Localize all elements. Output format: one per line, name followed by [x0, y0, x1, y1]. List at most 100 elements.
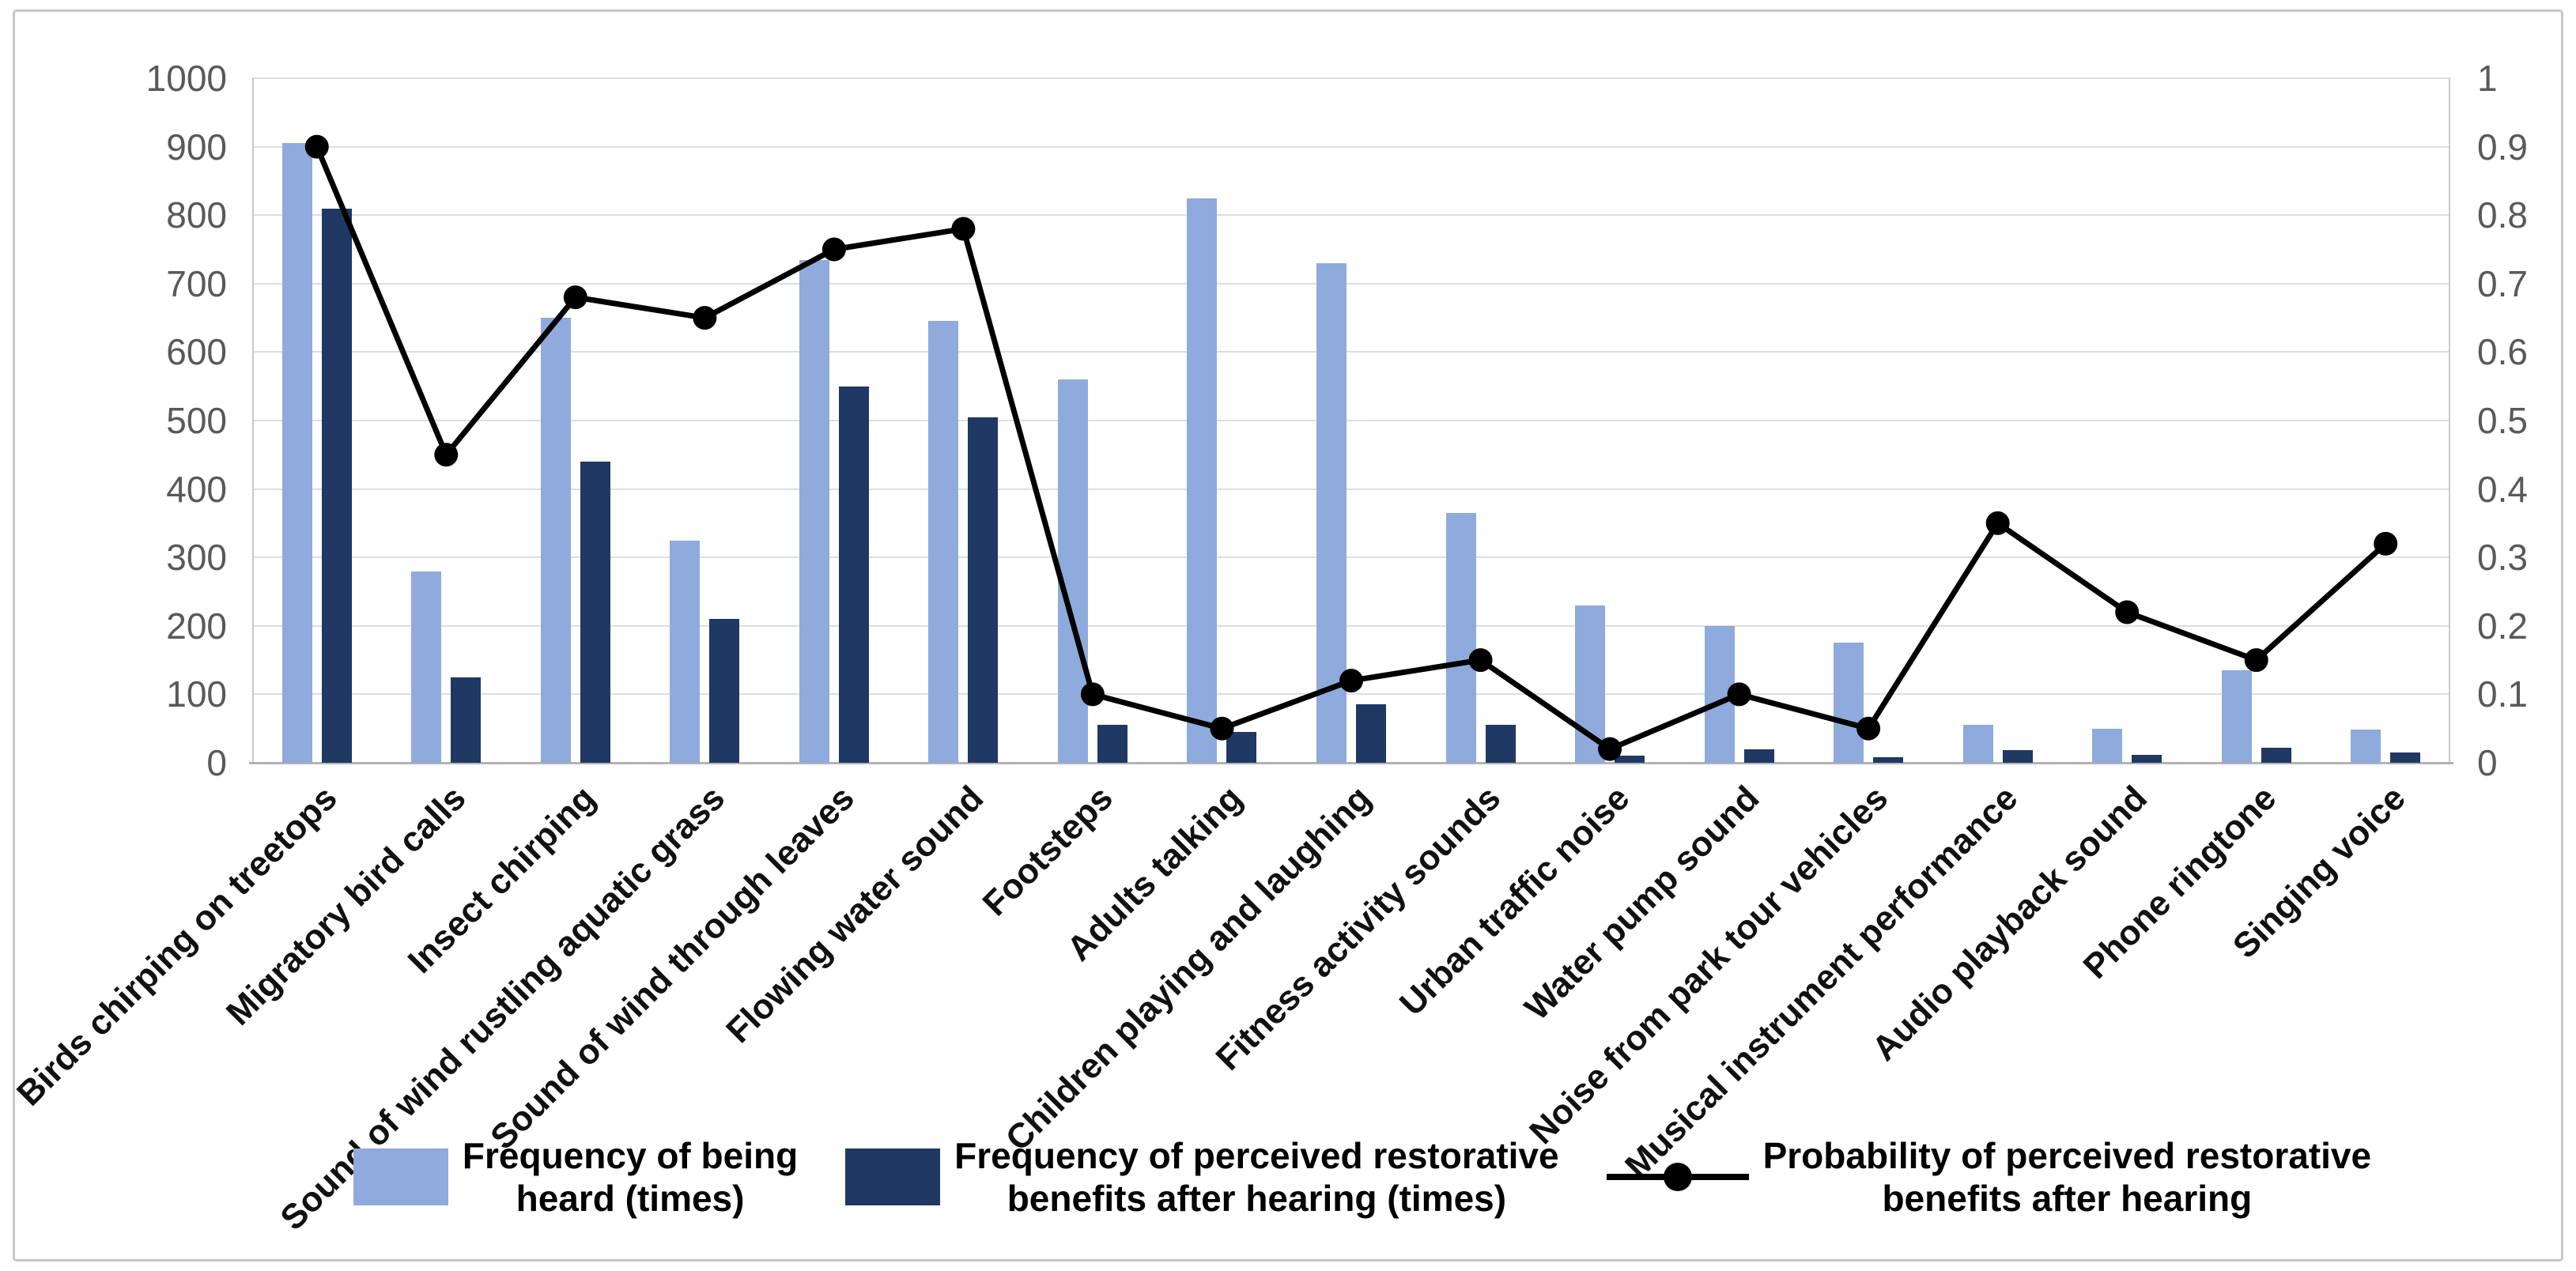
right-axis-tick: 0 — [2477, 742, 2498, 783]
gridline — [252, 77, 2450, 79]
left-axis-tick: 100 — [166, 673, 227, 715]
probability-line — [314, 145, 2388, 752]
bar-frequency-heard — [2221, 670, 2252, 763]
gridline — [252, 214, 2450, 217]
bar-frequency-heard — [928, 321, 959, 763]
bar-frequency-heard — [540, 318, 571, 763]
right-axis-tick: 0.8 — [2477, 194, 2528, 236]
legend-label: Frequency of being heard (times) — [462, 1135, 799, 1220]
legend-label: Frequency of perceived restorative benef… — [954, 1135, 1559, 1220]
gridline — [252, 351, 2450, 353]
bar-frequency-benefits — [838, 386, 869, 763]
left-axis-line — [252, 78, 254, 763]
bar-frequency-heard — [1962, 725, 1993, 763]
bar-frequency-heard — [2351, 730, 2381, 763]
legend: Frequency of being heard (times) Frequen… — [15, 1134, 2576, 1220]
left-axis-tick: 400 — [166, 468, 227, 510]
bar-frequency-benefits — [1097, 725, 1127, 763]
probability-line-layer — [304, 134, 2398, 761]
category-label: Water pump sound — [1517, 779, 1767, 1028]
bar-frequency-heard — [281, 143, 312, 763]
probability-marker — [951, 217, 976, 241]
probability-marker — [822, 237, 846, 262]
bar-frequency-benefits — [709, 619, 740, 763]
right-axis-tick: 0.1 — [2477, 673, 2528, 715]
left-axis-tick: 600 — [166, 331, 227, 373]
bar-frequency-heard — [670, 540, 701, 763]
gridline — [252, 693, 2450, 696]
probability-marker — [1080, 682, 1105, 707]
right-axis-tick: 1 — [2477, 58, 2498, 99]
left-axis-tick: 0 — [206, 742, 227, 783]
bar-frequency-heard — [411, 571, 442, 763]
probability-marker — [2374, 531, 2398, 556]
legend-item-frequency-benefits: Frequency of perceived restorative benef… — [845, 1134, 1559, 1220]
gridline — [252, 556, 2450, 559]
bar-frequency-benefits — [1485, 725, 1516, 763]
legend-line-marker-icon — [1606, 1161, 1749, 1193]
bar-frequency-benefits — [580, 461, 610, 763]
bar-frequency-benefits — [2261, 747, 2291, 763]
left-axis-tick: 300 — [166, 537, 227, 579]
bar-frequency-benefits — [2002, 750, 2033, 763]
probability-marker — [1598, 737, 1622, 761]
bar-frequency-benefits — [2132, 754, 2162, 763]
right-axis-tick: 0.7 — [2477, 262, 2528, 304]
category-label: Migratory bird calls — [219, 779, 474, 1033]
legend-item-frequency-heard: Frequency of being heard (times) — [353, 1134, 798, 1220]
bar-frequency-benefits — [2390, 752, 2421, 763]
bar-frequency-benefits — [451, 677, 482, 763]
probability-marker — [1856, 716, 1881, 741]
chart-figure: 0 100 200 300 400 500 600 700 800 900 1000 0 0.1 0.2… — [9, 9, 2563, 1262]
bar-frequency-benefits — [1226, 732, 1257, 763]
probability-marker — [2115, 600, 2140, 624]
category-label: Flowing water sound — [719, 779, 991, 1051]
bar-frequency-heard — [2092, 728, 2123, 763]
gridline — [252, 282, 2450, 285]
left-axis-tick: 200 — [166, 605, 227, 647]
bar-frequency-heard — [799, 259, 829, 763]
legend-label: Probability of perceived restorative ben… — [1762, 1135, 2372, 1220]
gridline — [252, 488, 2450, 490]
bar-frequency-heard — [1834, 643, 1864, 763]
probability-marker — [693, 306, 717, 330]
probability-marker — [1210, 716, 1234, 741]
legend-swatch-light-blue — [353, 1148, 448, 1206]
probability-marker — [434, 443, 459, 467]
probability-marker — [1339, 669, 1363, 693]
gridline — [252, 145, 2450, 148]
bar-frequency-benefits — [1356, 704, 1386, 763]
bar-frequency-benefits — [1873, 757, 1904, 763]
probability-marker — [563, 285, 587, 310]
gridline — [252, 420, 2450, 421]
bar-frequency-benefits — [321, 208, 352, 763]
right-axis-tick: 0.3 — [2477, 537, 2528, 579]
right-axis-tick: 0.9 — [2477, 126, 2528, 168]
bar-frequency-heard — [1445, 512, 1476, 763]
left-axis-tick: 1000 — [145, 58, 227, 99]
legend-item-probability: Probability of perceived restorative ben… — [1606, 1134, 2372, 1220]
left-axis-tick: 700 — [166, 262, 227, 304]
probability-marker — [304, 134, 329, 159]
right-axis-tick: 0.5 — [2477, 400, 2528, 441]
probability-marker — [1727, 682, 1751, 707]
probability-marker — [2244, 648, 2268, 673]
left-axis-tick: 800 — [166, 194, 227, 236]
probability-marker — [1468, 648, 1493, 673]
right-axis-line — [2449, 78, 2450, 763]
plot-area — [249, 77, 2453, 764]
probability-marker — [1985, 511, 2010, 535]
left-axis-tick: 900 — [166, 126, 227, 168]
gridline — [252, 624, 2450, 627]
category-label: Urban traffic noise — [1392, 779, 1637, 1024]
left-axis-tick: 500 — [166, 400, 227, 441]
legend-swatch-dark-navy — [845, 1148, 941, 1206]
right-axis-tick: 0.4 — [2477, 468, 2528, 510]
x-axis-line — [249, 762, 2453, 764]
bar-frequency-benefits — [968, 417, 999, 763]
bar-frequency-heard — [1187, 198, 1218, 763]
right-axis-tick: 0.2 — [2477, 605, 2528, 647]
bar-frequency-benefits — [1743, 749, 1774, 763]
right-axis-tick: 0.6 — [2477, 331, 2528, 373]
bar-frequency-benefits — [1615, 756, 1645, 763]
